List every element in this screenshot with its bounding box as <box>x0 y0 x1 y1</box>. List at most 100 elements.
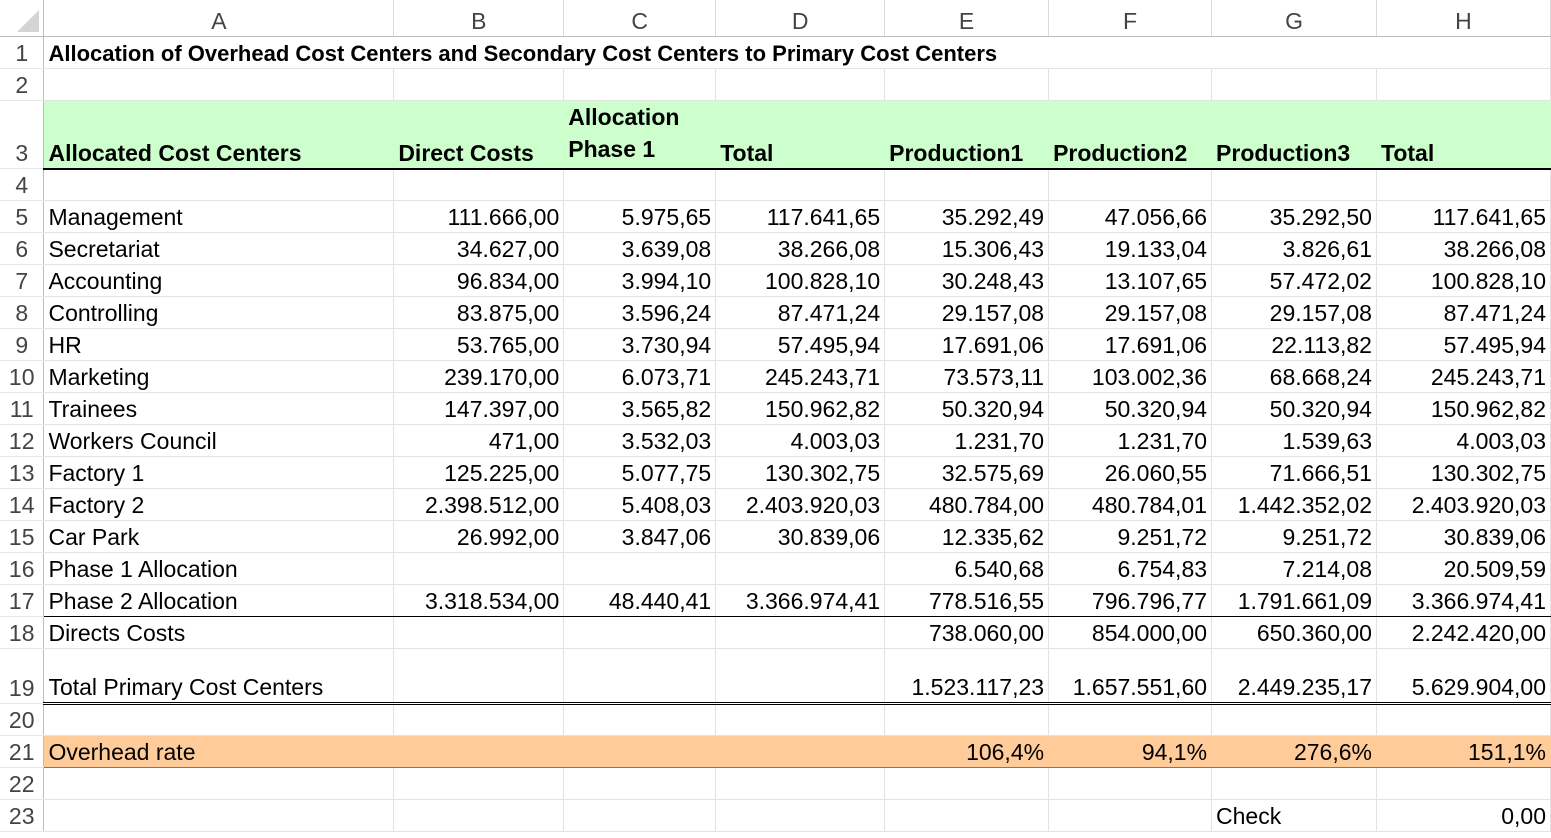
value-cell[interactable]: 854.000,00 <box>1048 616 1213 650</box>
cell[interactable] <box>393 767 565 801</box>
sheet-title[interactable]: Allocation of Overhead Cost Centers and … <box>43 36 1377 69</box>
value-cell[interactable]: 3.994,10 <box>563 264 717 298</box>
value-cell[interactable]: 245.243,71 <box>715 360 886 394</box>
cell[interactable] <box>393 799 565 833</box>
header-production2[interactable]: Production2 <box>1048 100 1213 170</box>
value-cell[interactable]: 100.828,10 <box>1376 264 1551 298</box>
cell[interactable] <box>563 735 717 769</box>
row-header[interactable]: 2 <box>0 68 45 101</box>
value-cell[interactable]: 48.440,41 <box>563 584 717 618</box>
row-label[interactable]: Directs Costs <box>43 616 395 650</box>
cell[interactable] <box>393 735 565 769</box>
cell[interactable] <box>715 703 886 737</box>
value-cell[interactable]: 57.472,02 <box>1211 264 1377 298</box>
cell[interactable] <box>884 767 1050 801</box>
value-cell[interactable]: 26.992,00 <box>393 520 565 554</box>
value-cell[interactable]: 87.471,24 <box>715 296 886 330</box>
value-cell[interactable]: 5.408,03 <box>563 488 717 522</box>
check-label[interactable]: Check <box>1211 799 1377 833</box>
value-cell[interactable]: 29.157,08 <box>884 296 1050 330</box>
cell[interactable] <box>563 648 717 706</box>
value-cell[interactable]: 26.060,55 <box>1048 456 1213 490</box>
cell[interactable] <box>715 68 886 101</box>
value-cell[interactable]: 150.962,82 <box>715 392 886 426</box>
cell[interactable] <box>1376 767 1551 801</box>
value-cell[interactable]: 1.442.352,02 <box>1211 488 1377 522</box>
cost-center-name[interactable]: Secretariat <box>43 232 395 266</box>
value-cell[interactable]: 2.403.920,03 <box>1376 488 1551 522</box>
cost-center-name[interactable]: HR <box>43 328 395 362</box>
value-cell[interactable]: 1.231,70 <box>884 424 1050 458</box>
header-allocated-cost-centers[interactable]: Allocated Cost Centers <box>43 100 395 170</box>
header-total[interactable]: Total <box>715 100 886 170</box>
cell[interactable] <box>393 168 565 202</box>
value-cell[interactable]: 117.641,65 <box>715 200 886 234</box>
cell[interactable] <box>563 552 717 586</box>
cost-center-name[interactable]: Accounting <box>43 264 395 298</box>
value-cell[interactable]: 32.575,69 <box>884 456 1050 490</box>
select-all-corner[interactable] <box>0 0 45 37</box>
cell[interactable] <box>563 168 717 202</box>
value-cell[interactable]: 1.523.117,23 <box>884 648 1050 706</box>
value-cell[interactable]: 2.398.512,00 <box>393 488 565 522</box>
value-cell[interactable]: 111.666,00 <box>393 200 565 234</box>
cell[interactable] <box>715 168 886 202</box>
cell[interactable] <box>43 767 395 801</box>
value-cell[interactable]: 71.666,51 <box>1211 456 1377 490</box>
cell[interactable] <box>1048 703 1213 737</box>
value-cell[interactable]: 3.826,61 <box>1211 232 1377 266</box>
cell[interactable] <box>393 616 565 650</box>
cell[interactable] <box>884 168 1050 202</box>
row-header[interactable]: 20 <box>0 703 45 737</box>
value-cell[interactable]: 103.002,36 <box>1048 360 1213 394</box>
col-header-a[interactable]: A <box>43 0 395 37</box>
cell[interactable] <box>715 799 886 833</box>
row-header[interactable]: 17 <box>0 584 45 618</box>
row-header[interactable]: 16 <box>0 552 45 586</box>
value-cell[interactable]: 480.784,00 <box>884 488 1050 522</box>
value-cell[interactable]: 3.366.974,41 <box>715 584 886 618</box>
row-header[interactable]: 3 <box>0 100 45 170</box>
value-cell[interactable]: 38.266,08 <box>1376 232 1551 266</box>
value-cell[interactable]: 3.730,94 <box>563 328 717 362</box>
cell[interactable] <box>1211 767 1377 801</box>
value-cell[interactable]: 7.214,08 <box>1211 552 1377 586</box>
value-cell[interactable]: 30.248,43 <box>884 264 1050 298</box>
value-cell[interactable]: 150.962,82 <box>1376 392 1551 426</box>
value-cell[interactable]: 6.754,83 <box>1048 552 1213 586</box>
row-header[interactable]: 12 <box>0 424 45 458</box>
value-cell[interactable]: 1.657.551,60 <box>1048 648 1213 706</box>
value-cell[interactable]: 6.540,68 <box>884 552 1050 586</box>
col-header-d[interactable]: D <box>715 0 886 37</box>
check-value[interactable]: 0,00 <box>1376 799 1551 833</box>
row-header[interactable]: 10 <box>0 360 45 394</box>
cell[interactable] <box>563 616 717 650</box>
value-cell[interactable]: 3.366.974,41 <box>1376 584 1551 618</box>
value-cell[interactable]: 3.639,08 <box>563 232 717 266</box>
value-cell[interactable]: 12.335,62 <box>884 520 1050 554</box>
value-cell[interactable]: 22.113,82 <box>1211 328 1377 362</box>
row-header[interactable]: 21 <box>0 735 45 769</box>
value-cell[interactable]: 106,4% <box>884 735 1050 769</box>
cost-center-name[interactable]: Factory 1 <box>43 456 395 490</box>
cost-center-name[interactable]: Workers Council <box>43 424 395 458</box>
value-cell[interactable]: 50.320,94 <box>884 392 1050 426</box>
value-cell[interactable]: 778.516,55 <box>884 584 1050 618</box>
value-cell[interactable]: 34.627,00 <box>393 232 565 266</box>
value-cell[interactable]: 3.565,82 <box>563 392 717 426</box>
value-cell[interactable]: 57.495,94 <box>1376 328 1551 362</box>
value-cell[interactable]: 57.495,94 <box>715 328 886 362</box>
value-cell[interactable]: 5.629.904,00 <box>1376 648 1551 706</box>
value-cell[interactable]: 17.691,06 <box>1048 328 1213 362</box>
value-cell[interactable]: 796.796,77 <box>1048 584 1213 618</box>
value-cell[interactable]: 35.292,49 <box>884 200 1050 234</box>
header-allocation-phase1[interactable]: Allocation Phase 1 <box>563 100 717 170</box>
value-cell[interactable]: 96.834,00 <box>393 264 565 298</box>
value-cell[interactable]: 130.302,75 <box>715 456 886 490</box>
header-production3[interactable]: Production3 <box>1211 100 1377 170</box>
cost-center-name[interactable]: Controlling <box>43 296 395 330</box>
cell[interactable] <box>563 799 717 833</box>
header-total-primary[interactable]: Total <box>1376 100 1551 170</box>
value-cell[interactable]: 29.157,08 <box>1048 296 1213 330</box>
cost-center-name[interactable]: Factory 2 <box>43 488 395 522</box>
